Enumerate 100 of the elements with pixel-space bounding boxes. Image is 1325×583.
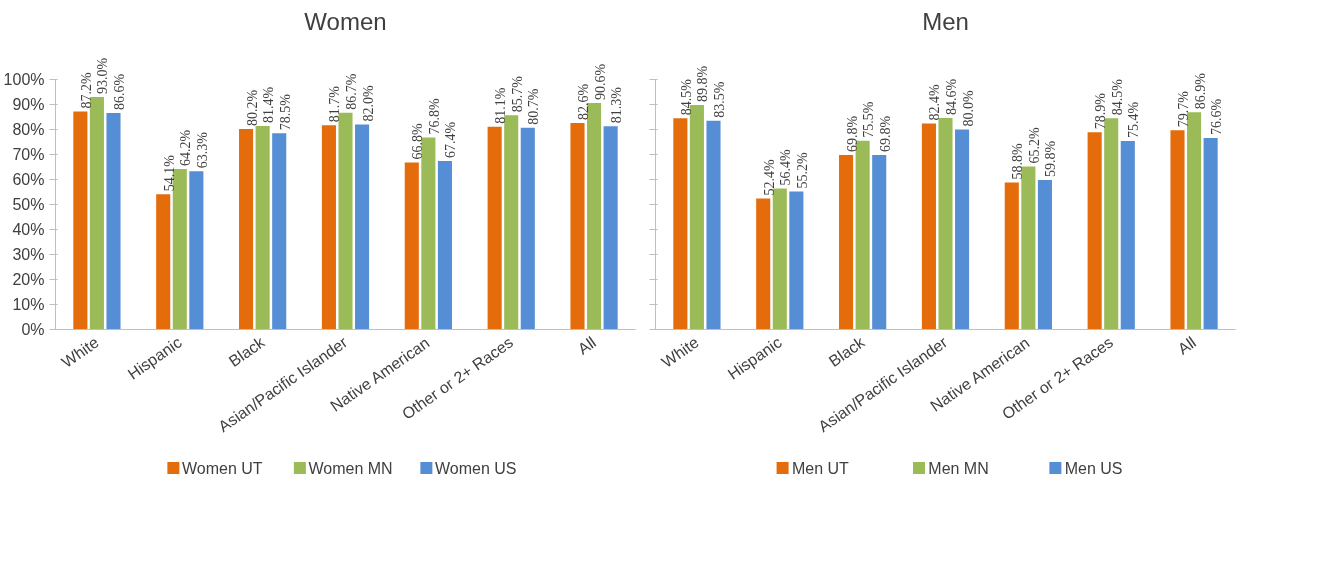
- bar: [689, 105, 704, 330]
- bar: [255, 126, 270, 330]
- data-label: 55.2%: [794, 152, 810, 189]
- data-label: 83.5%: [712, 81, 727, 118]
- bar: [421, 137, 436, 330]
- bar: [1021, 166, 1036, 330]
- bar: [321, 125, 336, 330]
- bar: [239, 129, 254, 330]
- data-label: 81.7%: [327, 85, 343, 123]
- data-label: 75.4%: [1126, 101, 1142, 138]
- data-label: 82.0%: [360, 85, 376, 122]
- y-tick-label: 70%: [12, 146, 45, 163]
- data-label: 79.7%: [1176, 90, 1191, 128]
- bar: [437, 161, 452, 330]
- data-label: 84.5%: [1109, 78, 1125, 116]
- legend-label: Men US: [1064, 459, 1123, 477]
- data-label: 87.2%: [78, 72, 94, 109]
- bar: [872, 155, 887, 330]
- bar: [1087, 132, 1102, 330]
- data-label: 93.0%: [95, 57, 111, 94]
- data-label: 82.6%: [576, 83, 591, 120]
- bar: [673, 118, 688, 330]
- y-tick-label: 30%: [12, 246, 45, 263]
- bar: [938, 118, 953, 330]
- legend-label: Men UT: [791, 459, 850, 477]
- legend-label: Women US: [435, 459, 517, 477]
- data-label: 81.1%: [493, 87, 509, 124]
- x-tick-label: All: [574, 333, 599, 358]
- bar: [855, 140, 870, 330]
- bar: [272, 133, 287, 330]
- bar: [89, 97, 104, 330]
- chart-title: Women: [304, 7, 387, 35]
- data-label: 84.5%: [678, 78, 694, 116]
- legend-label: Women UT: [182, 459, 263, 477]
- y-tick-label: 20%: [12, 271, 45, 288]
- data-label: 58.8%: [1010, 143, 1026, 180]
- bar: [921, 123, 936, 330]
- bar: [106, 113, 121, 330]
- y-tick-label: 80%: [12, 121, 45, 138]
- y-tick-label: 0%: [21, 321, 45, 338]
- y-tick-label: 100%: [3, 71, 45, 88]
- data-label: 76.6%: [1209, 98, 1225, 135]
- bar: [839, 155, 854, 330]
- bar: [706, 120, 721, 330]
- data-label: 89.8%: [695, 65, 711, 102]
- x-tick-label: All: [1174, 333, 1199, 358]
- data-label: 67.4%: [443, 121, 459, 158]
- y-tick-label: 60%: [12, 171, 45, 188]
- data-label: 80.7%: [526, 88, 542, 125]
- bar: [772, 188, 787, 330]
- bar: [504, 115, 519, 330]
- data-label: 59.8%: [1043, 140, 1059, 177]
- data-label: 86.9%: [1192, 72, 1208, 110]
- data-label: 85.7%: [509, 75, 525, 113]
- y-tick-label: 10%: [12, 296, 45, 313]
- data-label: 56.4%: [778, 149, 794, 186]
- data-label: 64.2%: [178, 129, 194, 166]
- bar: [73, 111, 88, 330]
- bar: [570, 123, 585, 330]
- y-tick-label: 90%: [12, 96, 45, 113]
- legend-label: Men MN: [928, 459, 989, 477]
- data-label: 90.6%: [592, 63, 608, 100]
- data-label: 76.8%: [426, 98, 442, 135]
- data-label: 80.2%: [244, 89, 260, 126]
- bar: [172, 169, 187, 330]
- data-label: 54.1%: [161, 154, 177, 192]
- data-label: 75.5%: [861, 101, 877, 138]
- bar: [338, 112, 353, 330]
- bar: [355, 124, 370, 330]
- bar: [756, 198, 771, 330]
- data-label: 63.3%: [194, 131, 210, 169]
- data-label: 84.6%: [944, 78, 959, 115]
- bar: [587, 103, 602, 330]
- bar: [189, 171, 204, 330]
- data-label: 82.4%: [927, 84, 943, 121]
- bar: [404, 162, 419, 330]
- data-label: 81.4%: [261, 86, 277, 123]
- data-label: 78.5%: [277, 93, 293, 131]
- bar: [520, 127, 535, 330]
- legend-label: Women MN: [308, 459, 393, 477]
- chart-title: Men: [922, 7, 969, 35]
- bar: [955, 129, 970, 330]
- y-tick-label: 40%: [12, 221, 45, 238]
- data-label: 81.3%: [609, 86, 625, 124]
- data-label: 69.8%: [877, 115, 893, 152]
- data-label: 86.6%: [112, 73, 127, 110]
- bar: [789, 191, 804, 330]
- bar: [1104, 118, 1119, 330]
- data-label: 80.0%: [960, 90, 976, 127]
- data-label: 78.9%: [1093, 92, 1109, 130]
- bar: [603, 126, 618, 330]
- bar: [1203, 138, 1218, 330]
- data-label: 52.4%: [761, 159, 777, 196]
- bar: [1004, 182, 1019, 330]
- bar: [1170, 130, 1185, 330]
- data-label: 66.8%: [410, 123, 426, 160]
- y-tick-label: 50%: [12, 196, 45, 213]
- data-label: 69.8%: [844, 115, 860, 152]
- data-label: 86.7%: [344, 73, 359, 110]
- bar: [487, 126, 502, 330]
